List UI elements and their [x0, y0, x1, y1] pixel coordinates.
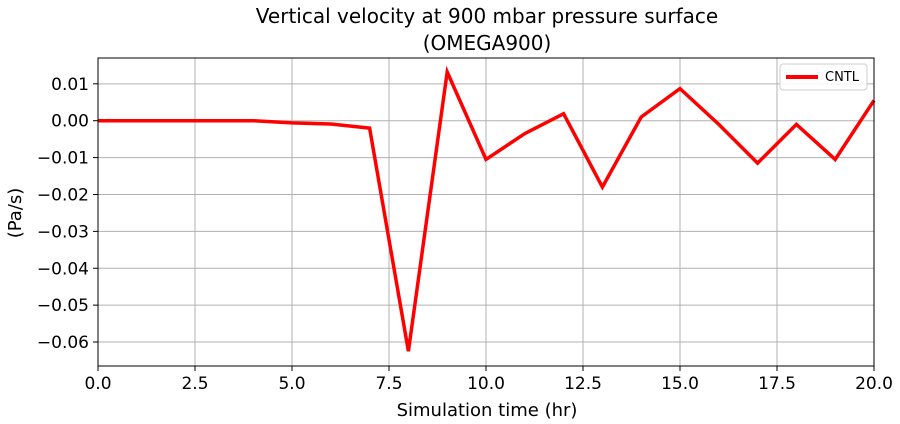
- y-tick-label: −0.01: [37, 149, 89, 169]
- y-axis-label: (Pa/s): [5, 188, 26, 239]
- x-tick-label: 0.0: [84, 374, 111, 394]
- y-tick-label: −0.05: [37, 296, 89, 316]
- axis-ticks: 0.0 2.5 5.0 7.5 10.0 12.5 15.0 17.5 20.0 0.01 0.00…: [37, 75, 893, 394]
- x-tick-label: 20.0: [855, 374, 893, 394]
- legend-label-cntl: CNTL: [825, 70, 860, 85]
- chart-subtitle: (OMEGA900): [423, 31, 552, 55]
- y-tick-label: 0.01: [51, 75, 89, 95]
- x-axis-label: Simulation time (hr): [397, 400, 578, 421]
- x-tick-label: 7.5: [375, 374, 402, 394]
- legend-box: [779, 63, 868, 91]
- x-tick-label: 15.0: [661, 374, 699, 394]
- series-layer: [98, 65, 876, 352]
- y-tick-label: −0.03: [37, 222, 89, 242]
- x-tick-label: 17.5: [758, 374, 796, 394]
- legend: CNTL: [779, 63, 868, 91]
- grid-lines: [97, 58, 875, 366]
- x-tick-label: 5.0: [278, 374, 305, 394]
- y-tick-label: 0.00: [51, 112, 89, 132]
- y-tick-label: −0.04: [37, 259, 89, 279]
- x-tick-label: 12.5: [564, 374, 602, 394]
- y-tick-label: −0.02: [37, 185, 89, 205]
- chart-title: Vertical velocity at 900 mbar pressure s…: [256, 4, 718, 28]
- y-tick-label: −0.06: [37, 333, 89, 353]
- series-line-cntl: [98, 65, 876, 352]
- x-tick-label: 2.5: [181, 374, 208, 394]
- x-tick-label: 10.0: [467, 374, 505, 394]
